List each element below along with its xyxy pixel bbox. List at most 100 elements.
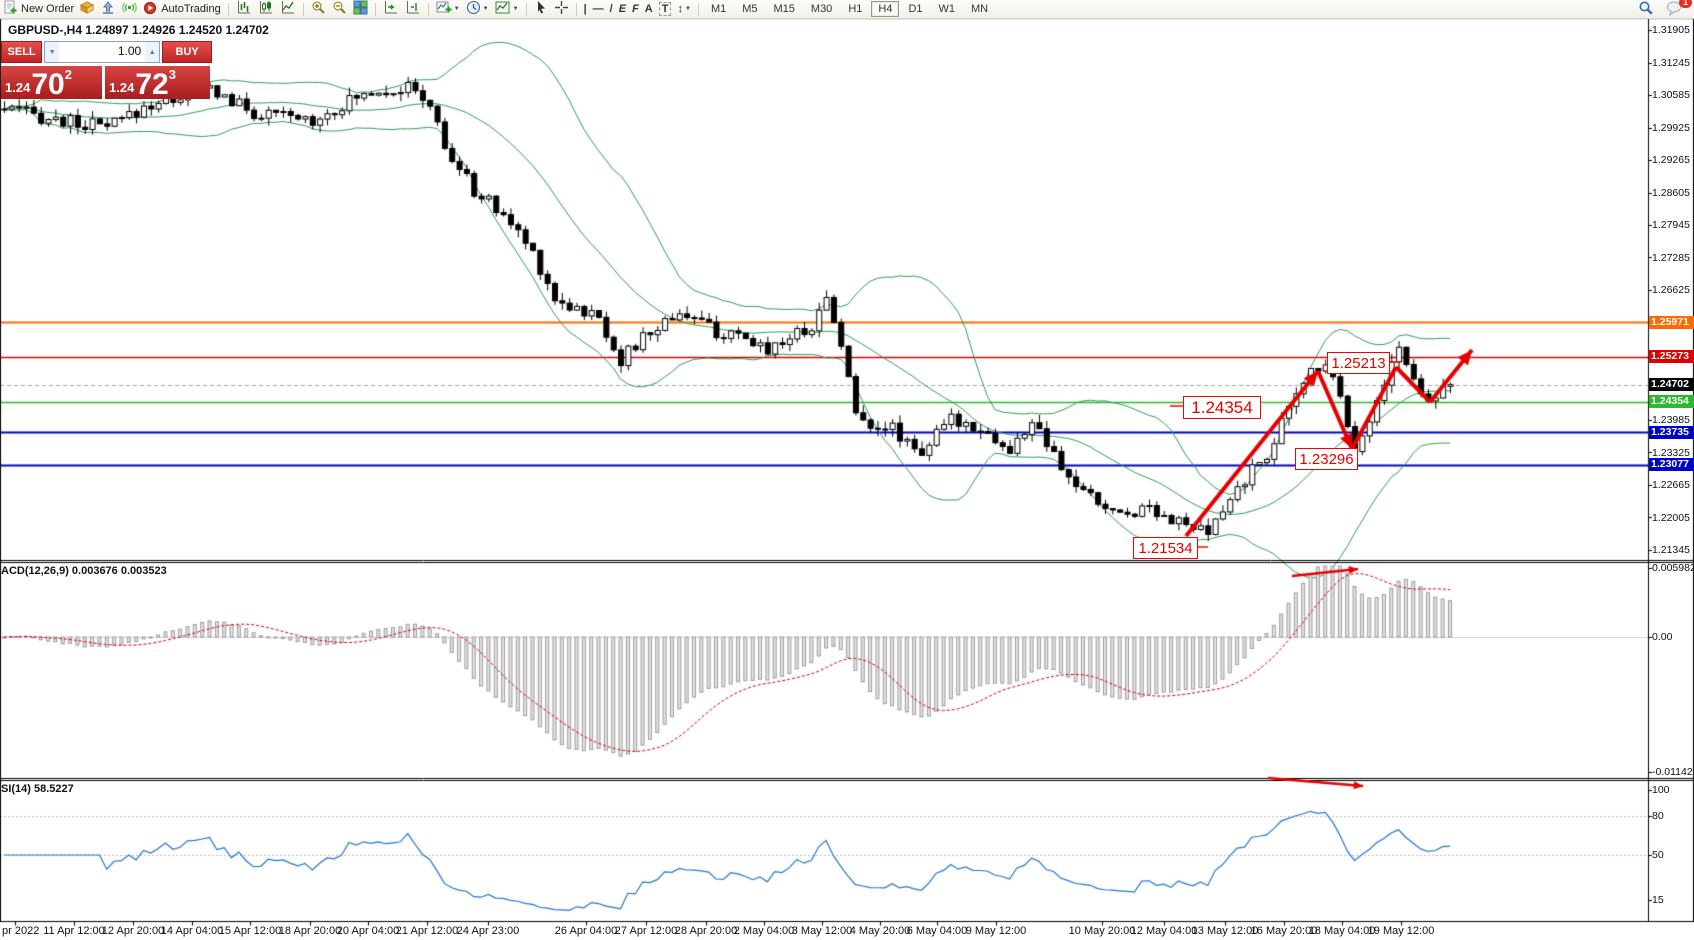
price-level-tag[interactable]: 1.24702 [1649,378,1694,392]
caret-icon: ▼ [482,6,489,12]
price-axis-label: 1.30585 [1652,89,1690,101]
sell-price-display[interactable]: 1.24 70 2 [1,66,102,100]
volume-decrease-button[interactable]: ▼ [45,42,60,62]
macd-label: ACD(12,26,9) 0.003676 0.003523 [1,565,167,577]
tile-windows-button[interactable] [350,0,371,18]
periods-button[interactable]: ▼ [463,1,492,17]
toolbar-separator [525,2,527,16]
bar-chart-icon [236,0,252,18]
price-axis-label: 1.29925 [1652,121,1690,134]
notification-badge: 1 [1678,0,1692,8]
indicator-axis-label: 0.005982 [1652,562,1694,574]
toolbar-separator [427,2,429,16]
timeframe-H1[interactable]: H1 [848,3,863,15]
channel-icon: E [618,3,627,15]
timeframe-MN[interactable]: MN [971,3,989,15]
search-button[interactable] [1635,1,1657,17]
channel-button[interactable]: E [616,1,629,17]
price-axis-label: 1.31905 [1652,24,1690,36]
tile-windows-icon [353,0,368,18]
publish-icon [101,0,116,18]
horizontal-line-button[interactable]: — [590,1,607,17]
price-annotation-tag[interactable]: 1.25213 [1327,352,1390,374]
candlestick-chart-button[interactable] [255,1,277,17]
price-annotation-tag[interactable]: 1.24354 [1183,396,1261,419]
text-label-icon: T [658,2,672,16]
signal-button[interactable] [119,1,140,17]
toolbar-separator [227,2,229,16]
time-axis-label: 16 May 20:00 [1250,925,1318,937]
indicator-axis-label: 50 [1652,849,1664,861]
vertical-line-button[interactable]: | [581,1,590,17]
price-annotation-tag[interactable]: 1.23296 [1295,448,1358,470]
new-order-button[interactable]: New Order [0,0,77,17]
sell-button[interactable]: SELL [1,41,43,63]
fibonacci-button[interactable]: F [629,1,642,17]
price-level-tag[interactable]: 1.25971 [1649,315,1694,329]
timeframe-M5[interactable]: M5 [742,3,758,15]
price-axis-label: 1.27285 [1652,251,1690,264]
text-icon: A [644,3,653,15]
crosshair-button[interactable] [551,1,572,17]
time-axis-label: 24 Apr 23:00 [456,925,520,937]
time-axis-label: 12 Apr 20:00 [101,925,165,937]
price-level-tag[interactable]: 1.25273 [1649,350,1694,364]
time-axis-label: 10 May 20:00 [1068,925,1136,937]
timeframe-group: M1 M5 M15 M30 H1 H4 D1 W1 MN [703,1,996,17]
indicator-axis-label: 0.00 [1652,631,1673,643]
time-axis-label: 6 May 04:00 [906,925,968,937]
trendline-button[interactable]: / [607,1,616,17]
time-axis-label: 9 May 12:00 [965,925,1027,937]
time-axis-label: pr 2022 [2,925,40,937]
indicator-axis-label: 15 [1652,894,1664,906]
cursor-button[interactable] [531,1,551,17]
templates-button[interactable]: ▼ [492,1,522,17]
autotrading-button[interactable]: AutoTrading [140,1,224,17]
volume-increase-button[interactable]: ▲ [145,42,160,62]
text-button[interactable]: A [642,1,656,17]
notifications-button[interactable]: 1 [1663,0,1692,17]
publish-button[interactable] [98,1,119,17]
timeframe-M30[interactable]: M30 [810,3,833,15]
arrows-button[interactable]: ↕ ▼ [674,1,693,17]
price-level-tag[interactable]: 1.23077 [1649,458,1694,472]
zoom-out-button[interactable] [329,1,350,17]
one-click-trading-panel: SELL ▼ 1.00 ▲ BUY 1.24 70 2 1.24 72 3 [1,41,212,100]
bar-chart-button[interactable] [233,1,255,17]
indicators-button[interactable]: ▼ [433,1,463,17]
buy-price-prefix: 1.24 [109,80,135,95]
text-label-button[interactable]: T [656,1,675,17]
timeframe-M1[interactable]: M1 [710,3,727,15]
caret-icon: ▼ [684,6,691,12]
timeframe-H4[interactable]: H4 [871,1,900,17]
depth-of-market-button[interactable] [77,1,98,17]
fibonacci-icon: F [632,3,639,15]
time-axis-label: 26 Apr 04:00 [554,925,618,937]
time-axis-label: 27 Apr 12:00 [614,925,678,937]
price-level-tag[interactable]: 1.24354 [1649,395,1694,409]
horizontal-line-icon: — [592,3,604,15]
buy-button[interactable]: BUY [162,41,212,63]
price-axis-label: 1.22005 [1652,511,1690,524]
time-axis-label: 18 May 04:00 [1308,925,1376,937]
timeframe-W1[interactable]: W1 [938,3,956,15]
chart-shift-button[interactable] [402,1,424,17]
toolbar-separator [374,2,376,16]
timeframe-D1[interactable]: D1 [908,3,923,15]
auto-scroll-button[interactable] [380,1,402,17]
indicator-axis-label: 80 [1652,810,1664,822]
price-level-tag[interactable]: 1.23735 [1649,425,1694,439]
line-chart-button[interactable] [277,1,299,17]
price-axis-label: 1.31245 [1652,56,1690,69]
time-axis-label: 13 May 12:00 [1191,925,1259,937]
buy-price-pip: 3 [168,67,176,82]
volume-input[interactable]: 1.00 [117,44,142,58]
price-annotation-tag[interactable]: 1.21534 [1133,537,1198,559]
signal-icon [122,0,137,18]
timeframe-M15[interactable]: M15 [773,3,795,15]
buy-price-display[interactable]: 1.24 72 3 [105,66,210,100]
zoom-in-button[interactable] [308,1,329,17]
time-axis-label: 28 Apr 20:00 [674,925,738,937]
line-chart-icon [280,0,296,18]
